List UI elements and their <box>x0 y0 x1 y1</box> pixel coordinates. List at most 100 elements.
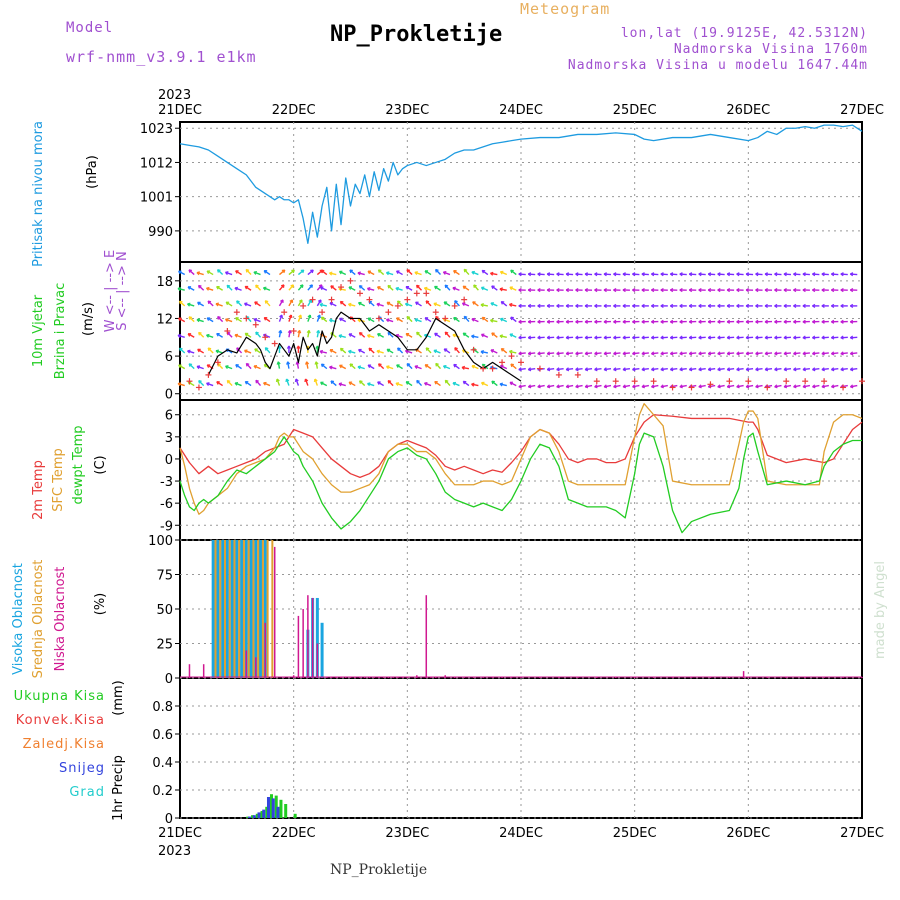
wind-arrow <box>433 302 441 307</box>
wind-arrow-head <box>726 273 730 277</box>
wind-arrow-head <box>546 305 551 308</box>
y-tick-label-temperature: 3 <box>165 431 173 446</box>
wind-arrow <box>320 286 328 291</box>
wind-arrow <box>348 286 356 291</box>
wind-arrow-head <box>307 314 311 318</box>
wind-arrow-head <box>556 386 560 389</box>
temp-axis-dewpt: dewpt Temp <box>71 425 86 504</box>
wind-arrow <box>585 352 593 355</box>
wind-arrow <box>339 270 347 276</box>
wind-arrow-head <box>717 273 721 277</box>
wind-arrow <box>263 317 271 323</box>
wind-arrow <box>472 301 479 307</box>
wind-arrow <box>802 352 810 355</box>
wind-arrow-head <box>774 386 778 389</box>
wind-arrow <box>500 271 508 276</box>
wind-arrow <box>443 271 451 276</box>
wind-arrow <box>435 269 441 276</box>
cloud-bar-low <box>425 595 428 678</box>
wind-arrow-head <box>179 348 182 352</box>
y-tick-label-cloud: 0 <box>165 672 173 687</box>
wind-arrow-head <box>670 369 674 372</box>
wind-arrow-head <box>755 273 759 277</box>
wind-arrow <box>746 384 754 388</box>
wind-arrow <box>340 347 347 354</box>
wind-compass-sn: S <-- | --> N <box>115 251 130 330</box>
wind-arrow-head <box>424 317 427 321</box>
precip-legend-item: Zaledj.Kisa <box>23 737 105 752</box>
wind-arrow-head <box>584 289 588 293</box>
wind-arrow-head <box>215 303 219 307</box>
wind-arrow-head <box>679 369 683 372</box>
panel-frame-precip <box>179 677 863 819</box>
wind-arrow-head <box>461 349 465 353</box>
wind-arrow <box>395 334 403 338</box>
wind-arrow-head <box>774 353 778 356</box>
wind-arrow-head <box>622 337 626 340</box>
precip-legend-item: Konvek.Kisa <box>16 713 105 728</box>
wind-arrow <box>471 271 479 276</box>
cloud-bar-high <box>320 622 324 678</box>
panel-frames <box>179 121 863 819</box>
wind-arrow-head <box>295 361 298 365</box>
wind-arrow <box>264 300 271 307</box>
wind-arrow <box>288 299 294 307</box>
wind-arrow-head <box>556 305 560 308</box>
wind-arrow-head <box>793 353 797 356</box>
wind-arrow <box>812 367 820 371</box>
pressure-line <box>179 124 863 244</box>
wind-arrow-head <box>812 353 816 356</box>
precip-bar-Snijeg <box>262 809 266 818</box>
wind-arrow-head <box>774 305 778 308</box>
wind-arrow-head <box>717 337 721 340</box>
wind-arrow <box>198 331 205 338</box>
wind-arrow <box>613 384 621 388</box>
wind-arrow-head <box>783 305 787 308</box>
wind-arrow-head <box>462 285 465 290</box>
wind-arrow <box>207 347 214 354</box>
wind-arrow-head <box>339 365 342 369</box>
wind-arrow-head <box>395 287 399 291</box>
wind-arrow <box>263 270 271 276</box>
wind-arrow <box>406 363 413 370</box>
wind-arrow-head <box>518 273 522 277</box>
wind-arrow-head <box>745 369 750 372</box>
wind-arrow <box>314 378 319 386</box>
wind-arrow-head <box>491 285 494 290</box>
wind-arrow <box>698 352 706 355</box>
wind-arrow-head <box>416 380 418 384</box>
wind-arrow <box>405 381 413 387</box>
wind-arrow-head <box>197 285 200 289</box>
wind-arrow <box>397 347 404 354</box>
wind-arrow <box>349 363 356 370</box>
wind-arrow-head <box>217 316 219 320</box>
wind-arrow-head <box>802 305 806 308</box>
wind-arrow <box>254 301 261 307</box>
cloud-bar-mid <box>247 540 250 678</box>
wind-arrow <box>367 287 375 291</box>
wind-arrow-head <box>330 285 333 289</box>
wind-arrow-head <box>575 289 579 293</box>
wind-arrow <box>622 367 631 371</box>
wind-arrow-head <box>406 363 409 367</box>
wind-arrow-head <box>481 270 484 274</box>
wind-arrow <box>177 334 185 338</box>
wind-arrow-head <box>546 337 551 340</box>
wind-arrow-head <box>198 380 201 384</box>
cloud-bar-mid <box>266 540 269 678</box>
wind-arrow-head <box>177 287 181 291</box>
wind-arrow <box>435 362 442 370</box>
wind-arrow <box>234 382 242 387</box>
wind-arrow <box>235 364 242 370</box>
cloud-bar-high <box>315 597 319 678</box>
wind-arrow-head <box>196 272 200 276</box>
wind-arrow <box>424 382 432 387</box>
wind-arrow-head <box>286 361 289 365</box>
wind-arrow-head <box>443 348 446 352</box>
wind-arrow-head <box>178 317 181 322</box>
wind-arrow <box>236 347 243 354</box>
wind-arrow-head <box>726 369 731 372</box>
wind-arrow-head <box>584 273 588 277</box>
wind-arrow <box>188 269 195 276</box>
wind-arrow-head <box>651 353 655 356</box>
